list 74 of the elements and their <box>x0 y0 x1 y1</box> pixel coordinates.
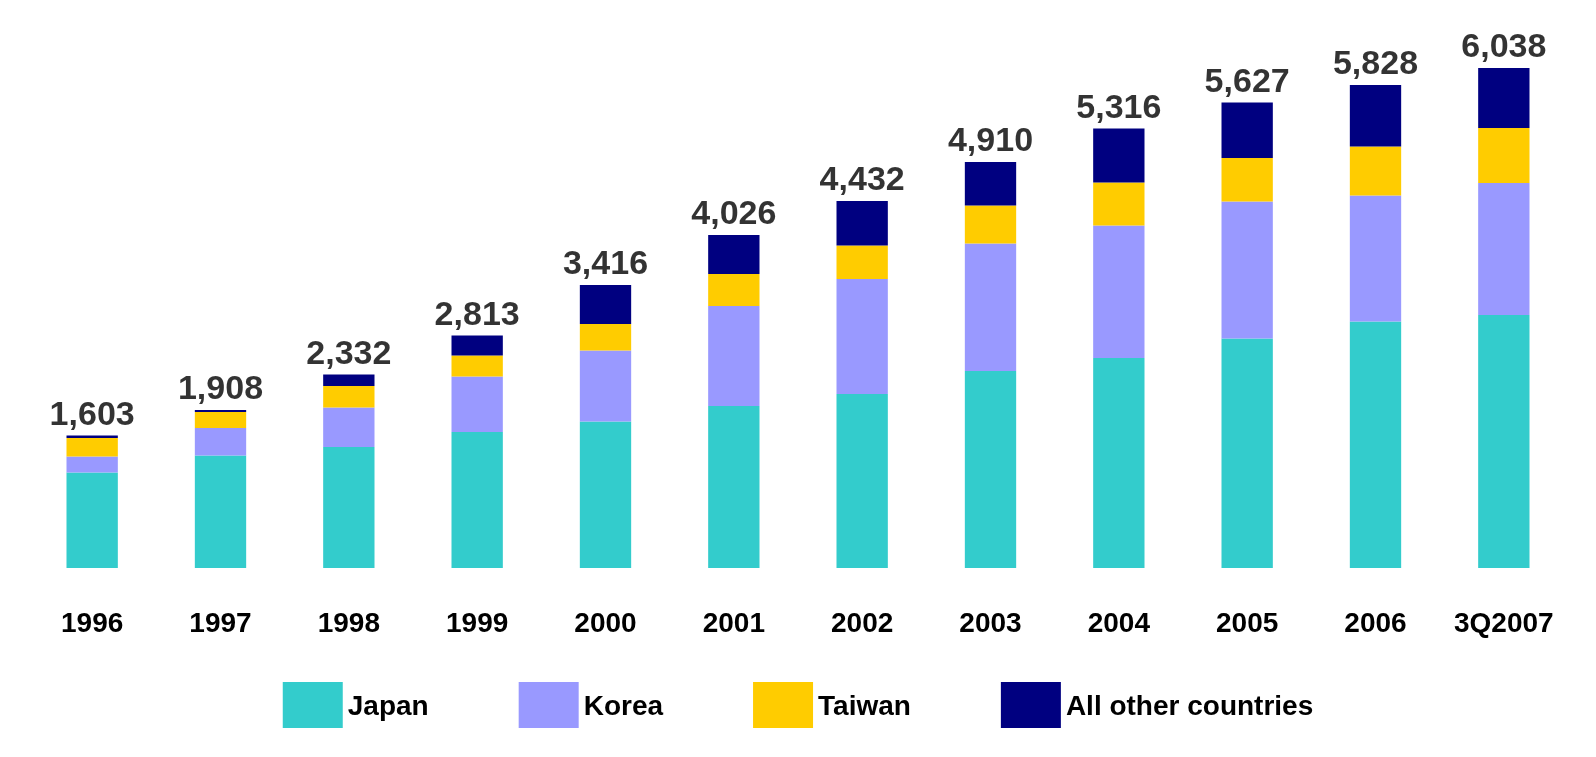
bar <box>708 306 760 406</box>
bar <box>1478 128 1530 183</box>
annotation: 5,627 <box>1204 60 1290 99</box>
bar <box>1349 146 1402 196</box>
annotation: 1,908 <box>177 368 264 406</box>
annotation: 3,416 <box>562 243 649 281</box>
bar <box>579 324 632 351</box>
bar <box>964 205 1017 244</box>
bar <box>66 438 118 457</box>
bar <box>579 350 632 422</box>
legend-label: Korea <box>583 689 664 721</box>
annotation: 5,828 <box>1332 43 1419 81</box>
bar <box>1221 338 1273 568</box>
x-tick-label: 1999 <box>446 606 509 638</box>
bar <box>964 371 1017 568</box>
bar <box>323 386 375 408</box>
bar <box>451 335 503 356</box>
bar <box>836 394 888 568</box>
annotation: 4,026 <box>691 193 777 231</box>
bar <box>1478 68 1530 128</box>
bar <box>323 447 375 568</box>
legend-label: All other countries <box>1065 689 1314 721</box>
x-tick-label: 2002 <box>831 606 894 638</box>
bar <box>1093 358 1145 568</box>
bar <box>1093 225 1145 358</box>
annotation: 1,603 <box>49 393 135 432</box>
bar <box>1478 183 1530 315</box>
bar <box>66 456 118 473</box>
legend-label: Taiwan <box>818 689 911 721</box>
bar <box>964 243 1017 371</box>
bar <box>451 376 503 432</box>
x-tick-label: 2000 <box>574 606 637 638</box>
bar <box>323 374 375 386</box>
annotation: 4,910 <box>947 120 1034 158</box>
bar <box>194 412 247 428</box>
bar <box>1093 128 1145 183</box>
bar <box>579 421 632 568</box>
bar <box>323 407 375 447</box>
legend-label: Japan <box>347 689 429 721</box>
bar <box>451 355 503 377</box>
x-tick-label: 2001 <box>702 606 765 638</box>
annotation: 6,038 <box>1461 26 1547 64</box>
bar <box>836 201 888 246</box>
x-tick-label: 3Q2007 <box>1454 606 1554 638</box>
bar <box>1093 182 1145 226</box>
x-tick-label: 1998 <box>317 606 380 638</box>
bar <box>451 432 503 568</box>
x-tick-label: 1997 <box>189 606 252 638</box>
bar <box>1349 195 1402 322</box>
bar <box>1221 201 1273 339</box>
annotation: 5,316 <box>1076 86 1162 125</box>
bar <box>1221 158 1273 202</box>
bar <box>964 162 1017 206</box>
bar <box>1349 321 1402 568</box>
bar <box>836 245 888 279</box>
annotation: 2,813 <box>434 293 520 332</box>
bar <box>836 279 888 394</box>
bar <box>66 472 118 568</box>
x-tick-label: 2004 <box>1087 606 1151 638</box>
bar <box>194 455 247 568</box>
x-tick-label: 2003 <box>959 606 1022 638</box>
bar <box>1221 102 1273 158</box>
bar <box>708 235 760 274</box>
x-tick-label: 2005 <box>1216 606 1279 638</box>
bar <box>194 428 247 456</box>
bar <box>1349 85 1402 147</box>
annotation: 2,332 <box>306 332 392 371</box>
bar <box>579 285 632 324</box>
x-tick-label: 1996 <box>61 606 124 638</box>
bar <box>708 274 760 306</box>
x-tick-label: 2006 <box>1344 606 1407 638</box>
annotation: 4,432 <box>819 159 905 197</box>
bar <box>708 406 760 568</box>
bar <box>1478 315 1530 568</box>
